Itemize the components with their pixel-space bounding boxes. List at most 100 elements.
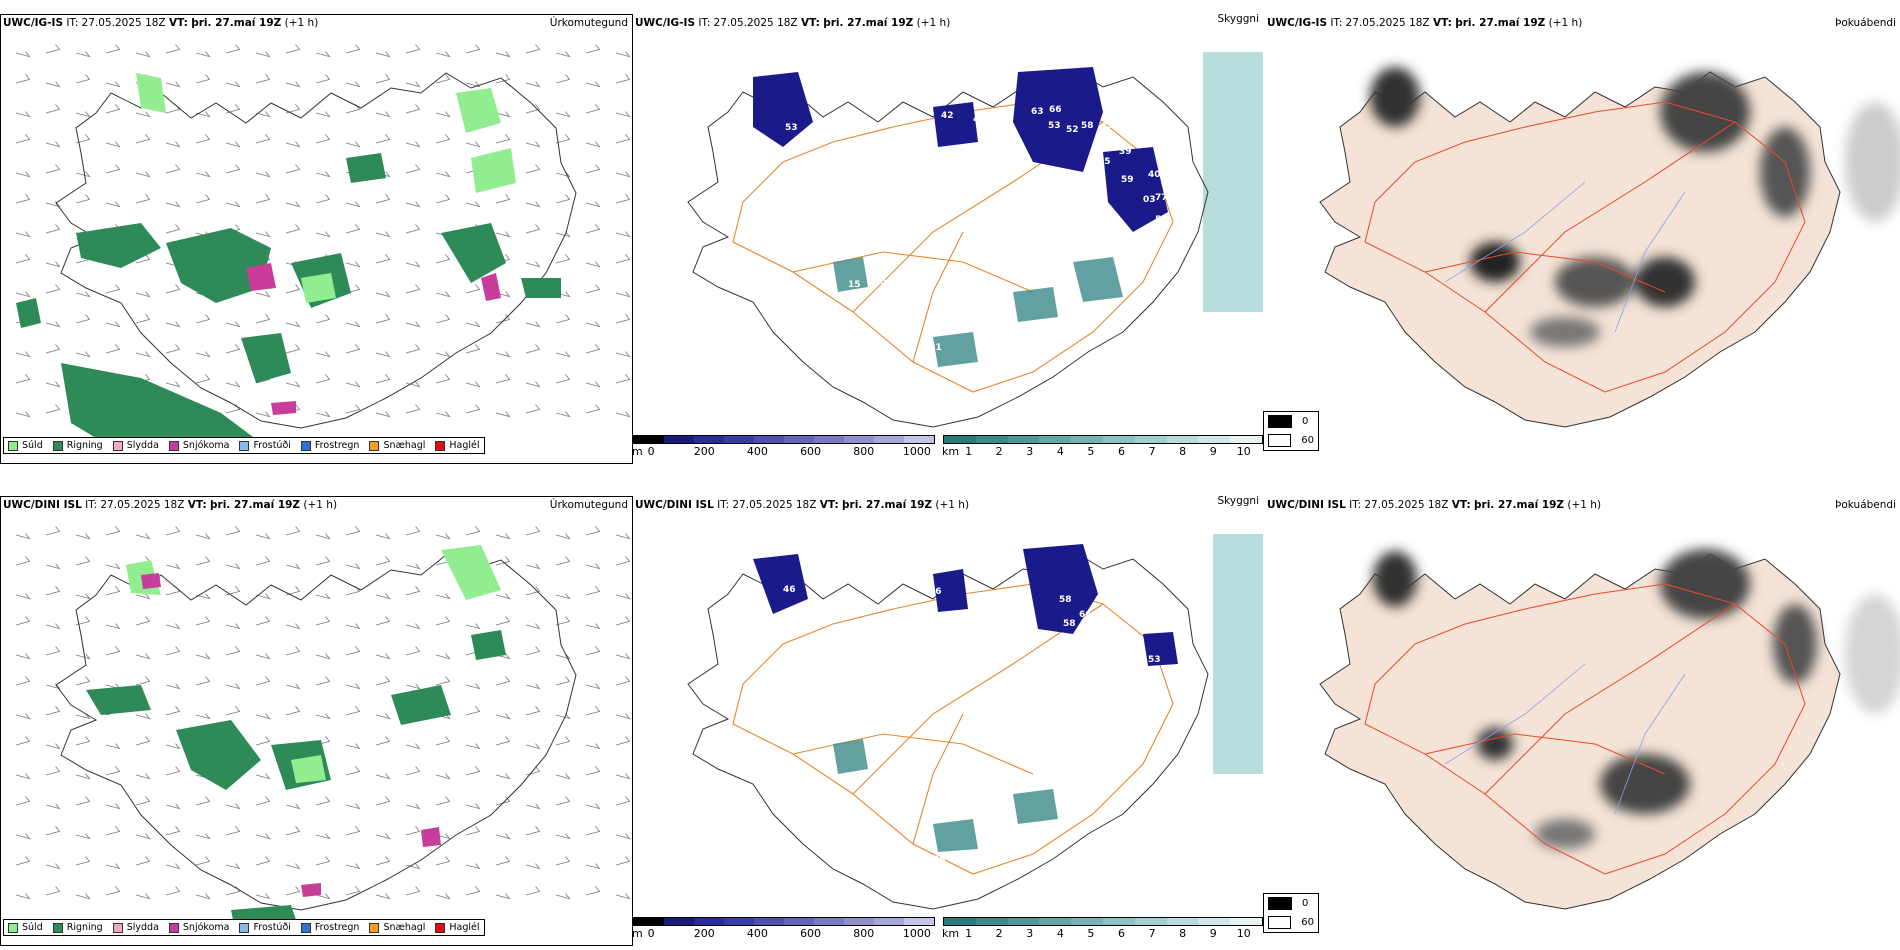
scale-color-cell bbox=[1071, 918, 1103, 925]
wind-barb bbox=[615, 171, 631, 178]
wind-barb bbox=[45, 201, 61, 208]
wind-barb bbox=[345, 381, 361, 388]
wind-barb bbox=[75, 134, 91, 144]
wind-barb bbox=[195, 616, 211, 626]
visibility-value-label: 55 bbox=[1098, 157, 1111, 167]
wind-barb bbox=[435, 374, 451, 384]
visibility-map-top: 41 53 54 42 40 63 66 53 52 58 49 55 39 50 59 40 03 77 50 15… bbox=[687, 52, 1263, 428]
wind-barb bbox=[435, 833, 451, 840]
wind-barb bbox=[435, 533, 451, 540]
wind-barb bbox=[465, 886, 481, 896]
scale-color-cell bbox=[784, 918, 814, 925]
legend-label: Snjókoma bbox=[182, 440, 230, 451]
legend-label: Haglél bbox=[449, 922, 480, 933]
wind-barb bbox=[375, 351, 391, 358]
wind-barb bbox=[555, 411, 571, 418]
wind-barb bbox=[165, 321, 181, 328]
wind-barb bbox=[285, 141, 301, 148]
visibility-value-label: 52 bbox=[1066, 125, 1079, 135]
legend-label: Súld bbox=[22, 922, 43, 933]
wind-barb bbox=[465, 826, 481, 836]
wind-barb bbox=[525, 706, 541, 716]
vt-value: þri. 27.maí 19Z bbox=[1474, 499, 1565, 511]
wind-barb bbox=[375, 134, 391, 144]
wind-barb bbox=[375, 893, 391, 900]
wind-barb bbox=[285, 344, 301, 354]
wind-barb bbox=[255, 676, 271, 686]
wind-barb bbox=[585, 863, 601, 870]
wind-barb bbox=[465, 344, 481, 354]
wind-barb bbox=[105, 344, 121, 354]
wind-barb bbox=[165, 563, 181, 570]
visibility-value-label: 66 bbox=[1079, 610, 1092, 620]
it-label: IT: bbox=[1330, 17, 1343, 29]
wind-barb bbox=[45, 344, 61, 354]
wind-barb bbox=[495, 411, 511, 418]
precip-legend-item: Frostregn bbox=[300, 922, 359, 933]
wind-barb bbox=[615, 74, 631, 84]
scale-color-cell bbox=[944, 436, 976, 443]
legend-label: Snæhagl bbox=[383, 922, 426, 933]
precip-legend-item: Haglél bbox=[435, 922, 480, 933]
wind-barb bbox=[495, 314, 511, 324]
wind-barb bbox=[345, 344, 361, 354]
wind-barb bbox=[135, 194, 151, 204]
wind-barb bbox=[285, 646, 301, 656]
scale-color-cell bbox=[944, 918, 976, 925]
wind-barb bbox=[585, 104, 601, 114]
wind-barb bbox=[225, 826, 241, 836]
visibility-panel-bottom: UWC/DINI ISL IT: 27.05.2025 18Z VT: þri.… bbox=[632, 495, 1263, 946]
wind-barb bbox=[195, 74, 211, 84]
wind-barb bbox=[105, 646, 121, 656]
wind-barb bbox=[15, 374, 31, 384]
wind-barb bbox=[435, 351, 451, 358]
visibility-value-label: 199 bbox=[993, 815, 1012, 825]
wind-barb bbox=[165, 164, 181, 174]
wind-barb bbox=[45, 803, 61, 810]
wind-barb bbox=[435, 171, 451, 178]
vt-label: VT: bbox=[819, 499, 839, 511]
wind-barb bbox=[585, 623, 601, 630]
wind-barb bbox=[495, 593, 511, 600]
scale-tick-label: 5 bbox=[1087, 445, 1095, 458]
scale-unit: km bbox=[942, 445, 960, 458]
visibility-value-label: 58 bbox=[1081, 121, 1094, 131]
legend-label: Frostúði bbox=[253, 440, 291, 451]
scale-color-cell bbox=[1198, 436, 1231, 443]
wind-barb bbox=[225, 81, 241, 88]
visibility-value-label: 03 bbox=[1143, 195, 1156, 205]
it-value: 27.05.2025 18Z bbox=[713, 17, 798, 29]
wind-barb bbox=[465, 381, 481, 388]
scale-tick-label: 8 bbox=[1179, 927, 1187, 940]
wind-barb bbox=[285, 683, 301, 690]
fog-legend: 0 60 bbox=[1263, 411, 1319, 451]
wind-barb bbox=[465, 404, 481, 414]
wind-barb bbox=[375, 111, 391, 118]
wind-barb bbox=[45, 766, 61, 776]
wind-barb bbox=[495, 134, 511, 144]
wind-barb bbox=[135, 51, 151, 58]
wind-barb bbox=[135, 351, 151, 358]
scale-color-cell bbox=[975, 436, 1008, 443]
fog-legend-label: 60 bbox=[1301, 917, 1314, 928]
wind-barb bbox=[405, 104, 421, 114]
wind-barb bbox=[465, 201, 481, 208]
legend-label: Súld bbox=[22, 440, 43, 451]
wind-barb bbox=[585, 646, 601, 656]
precip-type-panel-bottom: UWC/DINI ISL IT: 27.05.2025 18Z VT: þri.… bbox=[0, 496, 633, 946]
wind-barb bbox=[45, 224, 61, 234]
wind-barb bbox=[165, 224, 181, 234]
wind-barb bbox=[525, 863, 541, 870]
scale-tick-label: 4 bbox=[1056, 927, 1064, 940]
scale-tick-label: 0 bbox=[647, 445, 655, 458]
wind-barb bbox=[165, 81, 181, 88]
it-value: 27.05.2025 18Z bbox=[81, 17, 166, 29]
legend-label: Slydda bbox=[126, 922, 159, 933]
drizzle-areas bbox=[136, 73, 516, 303]
wind-barb bbox=[75, 796, 91, 806]
wind-barb bbox=[435, 314, 451, 324]
wind-barb bbox=[405, 344, 421, 354]
wind-barb bbox=[135, 111, 151, 118]
wind-barb bbox=[525, 803, 541, 810]
wind-barb bbox=[165, 886, 181, 896]
